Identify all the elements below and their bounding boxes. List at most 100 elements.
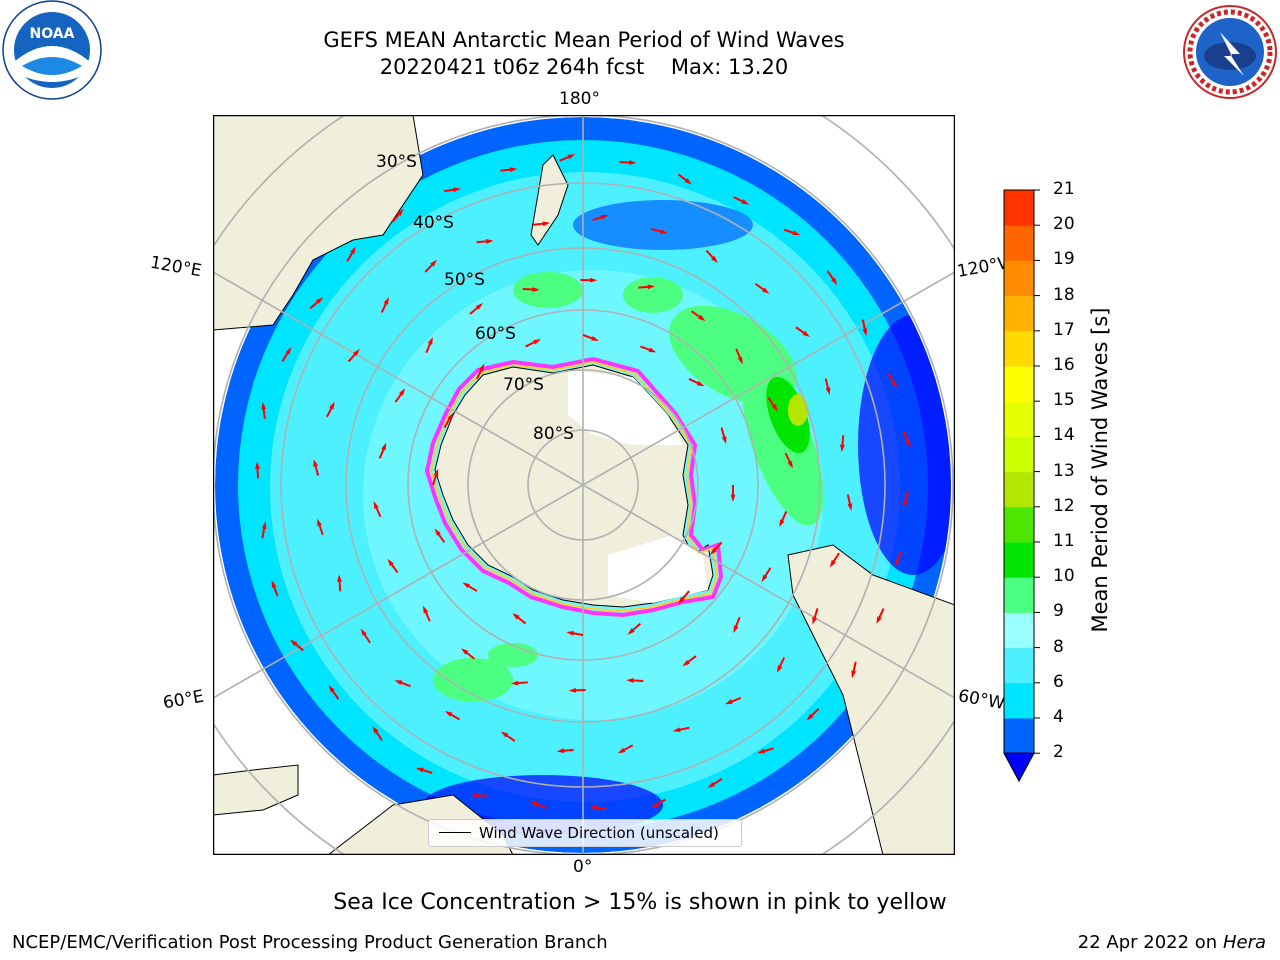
colorbar-tick-label: 15 (1053, 390, 1075, 411)
madagascar-area (213, 764, 299, 816)
colorbar-segment (1004, 190, 1034, 226)
colorbar-tick-label: 20 (1053, 214, 1075, 235)
wave-direction-arrow-head (825, 387, 831, 396)
wave-direction-arrow-head (847, 503, 853, 512)
wave-direction-arrow-head (444, 711, 453, 717)
wave-direction-arrow-head (328, 685, 335, 693)
colorbar-tick-label: 16 (1053, 355, 1075, 375)
wave-direction-arrow-head (737, 356, 743, 365)
colorbar-tick-label: 9 (1053, 601, 1064, 622)
wave-direction-arrow-head (530, 801, 539, 807)
wave-direction-arrow-head (876, 616, 882, 624)
wave-direction-arrow-head (787, 460, 793, 469)
footer-left: NCEP/EMC/Verification Post Processing Pr… (12, 932, 608, 953)
lon-label-60w: 60°W (956, 686, 1007, 714)
colorbar-tick-label: 6 (1053, 671, 1064, 692)
wave-direction-arrow-head (730, 494, 736, 502)
wave-direction-arrow-head (261, 401, 267, 410)
wave-direction-arrow-head (626, 678, 634, 683)
wave-direction-arrow-head (500, 731, 509, 738)
wave-direction-arrow-head (255, 461, 260, 469)
wave-direction-arrow-head (315, 297, 324, 304)
wave-direction-arrow-head (617, 747, 626, 754)
wave-direction-arrow-head (902, 500, 908, 508)
colorbar-segment (1004, 577, 1034, 613)
wave-direction-arrow-head (447, 412, 454, 421)
polar-map (213, 115, 955, 855)
wave-direction-arrow-head (851, 670, 856, 679)
wave-direction-arrow-head (353, 348, 360, 357)
wave-direction-arrow-head (627, 628, 635, 635)
wave-direction-arrow-head (600, 214, 609, 220)
wave-direction-arrow-head (381, 442, 387, 451)
colorbar-label: Mean Period of Wind Waves [s] (1088, 307, 1112, 633)
colorbar-segment (1004, 401, 1034, 437)
colorbar-segment (1004, 295, 1034, 332)
footer-right: 22 Apr 2022 on Hera (1078, 932, 1266, 953)
wave-direction-arrow-head (567, 154, 576, 160)
colorbar-under-triangle (1003, 752, 1035, 783)
wave-direction-arrow-head (678, 596, 685, 605)
sea-ice-note: Sea Ice Concentration > 15% is shown in … (333, 890, 947, 915)
colorbar-segment (1004, 647, 1034, 684)
wave-direction-arrow-head (398, 388, 406, 396)
colorbar-tick-label: 12 (1053, 495, 1075, 516)
wave-direction-arrow-head (372, 726, 379, 734)
wave-direction-arrow-head (261, 521, 267, 530)
wave-direction-arrow-head (647, 284, 656, 290)
wave-direction-arrow-head (862, 328, 868, 337)
wave-direction-arrow-head (532, 287, 540, 292)
chart-title: GEFS MEAN Antarctic Mean Period of Wind … (323, 28, 845, 52)
colorbar-tick-label: 8 (1053, 636, 1064, 657)
wave-direction-arrow-head (271, 580, 277, 589)
wave-direction-arrow-head (461, 648, 469, 655)
colorbar-segment (1004, 718, 1034, 754)
wave-direction-arrow-head (684, 178, 692, 185)
lat-label-60s: 60°S (475, 324, 516, 344)
colorbar-tick-label: 11 (1053, 531, 1075, 551)
graticule (213, 115, 955, 855)
wave-direction-arrow-head (741, 199, 750, 205)
wave-direction-arrow-head (350, 246, 356, 255)
wave-direction-arrow-head (434, 528, 441, 536)
wave-direction-arrow-head (840, 444, 845, 453)
colorbar-segment (1004, 682, 1034, 719)
wave-direction-arrow-head (831, 277, 838, 285)
colorbar-segment (1004, 225, 1034, 261)
wave-direction-arrow-head (478, 363, 485, 372)
wave-direction-arrow-head (779, 519, 785, 528)
wave-direction-arrow-head (556, 748, 565, 754)
wave-direction-arrow-head (433, 468, 439, 477)
wave-direction-arrow-head (591, 336, 599, 341)
wave-direction-arrow-head (568, 687, 577, 693)
colorbar-tick-label: 17 (1053, 319, 1075, 340)
wave-direction-arrow-head (776, 665, 783, 673)
wave-direction-arrow-head (533, 339, 541, 345)
wave-direction-arrow-head (761, 287, 770, 294)
wave-direction-arrow-head (285, 346, 292, 355)
map-legend: Wind Wave Direction (unscaled) (428, 819, 742, 847)
wave-direction-arrow-head (387, 558, 394, 567)
wave-direction-arrow-head (829, 559, 836, 568)
wave-direction-arrow-head (485, 239, 494, 244)
wave-direction-arrow-head (290, 639, 298, 647)
colorbar-segment (1004, 330, 1034, 367)
lat-label-50s: 50°S (444, 270, 485, 290)
wave-direction-arrow-head (891, 380, 898, 389)
colorbar-segment (1004, 366, 1034, 402)
colorbar-tick-label: 13 (1053, 460, 1075, 481)
lat-label-30s: 30°S (376, 152, 417, 172)
wave-direction-arrow-head (651, 802, 659, 809)
wave-direction-arrow-head (589, 805, 598, 811)
colorbar-tick-label: 10 (1053, 566, 1075, 587)
wave-direction-arrow-head (629, 160, 637, 165)
colorbar-segment (1004, 612, 1034, 649)
wave-direction-arrow-head (422, 605, 429, 614)
lat-label-70s: 70°S (503, 375, 544, 395)
wave-direction-arrow-head (475, 303, 483, 310)
colorbar-segment (1004, 506, 1034, 543)
wave-direction-arrow-head (672, 727, 681, 733)
wave-direction-arrow-head (648, 347, 657, 353)
lat-label-40s: 40°S (413, 213, 454, 233)
wave-direction-arrow-head (397, 208, 404, 217)
